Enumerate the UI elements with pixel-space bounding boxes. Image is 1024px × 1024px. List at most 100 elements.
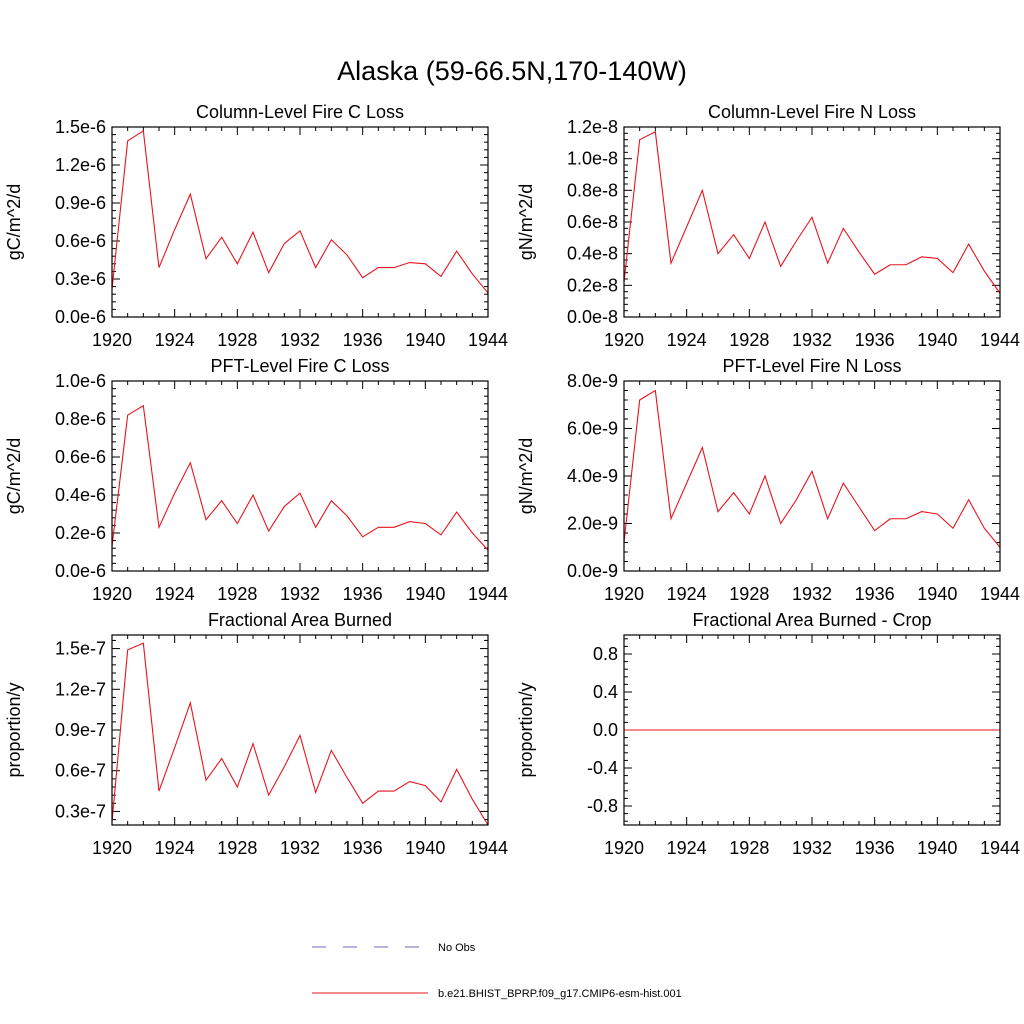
y-axis-label: gC/m^2/d (4, 184, 24, 260)
x-tick-label: 1936 (343, 330, 383, 350)
panel-title: Column-Level Fire N Loss (708, 102, 916, 122)
y-tick-label: 0.0e-6 (55, 307, 106, 327)
y-tick-label: 1.0e-6 (55, 371, 106, 391)
y-tick-label: 0.4 (593, 682, 618, 702)
y-tick-label: 0.6e-8 (567, 212, 618, 232)
panel-title: Fractional Area Burned - Crop (692, 610, 931, 630)
panel-4: PFT-Level Fire N Loss gN/m^2/d 1920 1924 192… (516, 356, 1020, 604)
x-tick-label: 1940 (405, 838, 445, 858)
x-tick-label: 1920 (92, 330, 132, 350)
x-tick-label: 1920 (604, 838, 644, 858)
x-tick-label: 1936 (343, 584, 383, 604)
panel-1: Column-Level Fire C Loss gC/m^2/d 1920 1924… (4, 102, 508, 350)
x-tick-label: 1920 (92, 838, 132, 858)
x-tick-label: 1940 (405, 584, 445, 604)
plot-frame (111, 126, 489, 318)
y-tick-label: 8.0e-9 (567, 371, 618, 391)
y-tick-label: 0.3e-6 (55, 269, 106, 289)
y-tick-label: 0.6e-6 (55, 231, 106, 251)
x-tick-label: 1940 (917, 330, 957, 350)
panel-2: Column-Level Fire N Loss gN/m^2/d 1920 1924… (516, 102, 1020, 350)
y-tick-label: 0.9e-7 (55, 720, 106, 740)
y-tick-label: 0.0 (593, 720, 618, 740)
plot-frame (111, 380, 489, 572)
series-line (112, 129, 488, 294)
y-tick-label: 0.2e-6 (55, 523, 106, 543)
y-tick-label: 0.4e-6 (55, 485, 106, 505)
panel-5: Fractional Area Burned proportion/y 1920 19… (4, 610, 508, 858)
panel-6: Fractional Area Burned - Crop proportion/… (516, 610, 1020, 858)
x-tick-label: 1944 (980, 584, 1020, 604)
plot-frame (623, 634, 1001, 826)
x-tick-label: 1928 (217, 584, 257, 604)
y-tick-label: -0.8 (587, 796, 618, 816)
x-tick-label: 1932 (280, 584, 320, 604)
x-tick-label: 1924 (667, 838, 707, 858)
y-tick-label: 6.0e-9 (567, 419, 618, 439)
y-tick-label: 1.2e-7 (55, 679, 106, 699)
x-tick-label: 1932 (792, 838, 832, 858)
y-tick-label: -0.4 (587, 758, 618, 778)
legend-label: No Obs (438, 942, 476, 954)
x-tick-label: 1932 (280, 838, 320, 858)
x-tick-label: 1936 (855, 584, 895, 604)
series-line (624, 389, 1000, 548)
y-tick-label: 1.5e-6 (55, 117, 106, 137)
x-tick-label: 1924 (667, 330, 707, 350)
y-tick-label: 1.2e-8 (567, 117, 618, 137)
x-tick-label: 1928 (217, 838, 257, 858)
panel-title: PFT-Level Fire N Loss (722, 356, 901, 376)
x-tick-label: 1936 (343, 838, 383, 858)
x-tick-label: 1944 (468, 838, 508, 858)
x-tick-label: 1928 (729, 330, 769, 350)
plot-frame (111, 634, 489, 826)
x-tick-label: 1928 (217, 330, 257, 350)
y-axis-label: proportion/y (4, 682, 24, 777)
x-tick-label: 1940 (917, 584, 957, 604)
x-tick-label: 1944 (980, 330, 1020, 350)
y-tick-label: 0.0e-8 (567, 307, 618, 327)
y-tick-label: 0.2e-8 (567, 275, 618, 295)
x-tick-label: 1932 (280, 330, 320, 350)
x-tick-label: 1920 (92, 584, 132, 604)
y-tick-label: 0.8e-6 (55, 409, 106, 429)
y-tick-label: 0.8e-8 (567, 180, 618, 200)
x-tick-label: 1920 (604, 330, 644, 350)
panel-title: PFT-Level Fire C Loss (210, 356, 389, 376)
y-tick-label: 0.8 (593, 644, 618, 664)
x-tick-label: 1928 (729, 584, 769, 604)
series-line (112, 404, 488, 551)
panel-3: PFT-Level Fire C Loss gC/m^2/d 1920 1924 192… (4, 356, 508, 604)
y-axis-label: gC/m^2/d (4, 438, 24, 514)
figure-title: Alaska (59-66.5N,170-140W) (337, 56, 687, 86)
x-tick-label: 1944 (468, 330, 508, 350)
series-line (112, 642, 488, 825)
x-tick-label: 1928 (729, 838, 769, 858)
y-tick-label: 0.0e-9 (567, 561, 618, 581)
x-tick-label: 1936 (855, 330, 895, 350)
y-tick-label: 0.0e-6 (55, 561, 106, 581)
x-tick-label: 1944 (980, 838, 1020, 858)
x-tick-label: 1924 (155, 584, 195, 604)
y-tick-label: 0.9e-6 (55, 193, 106, 213)
panel-title: Fractional Area Burned (208, 610, 392, 630)
y-tick-label: 4.0e-9 (567, 466, 618, 486)
y-axis-label: gN/m^2/d (516, 184, 536, 260)
x-tick-label: 1924 (667, 584, 707, 604)
y-tick-label: 0.6e-6 (55, 447, 106, 467)
x-tick-label: 1932 (792, 584, 832, 604)
x-tick-label: 1924 (155, 838, 195, 858)
plot-frame (623, 126, 1001, 318)
x-tick-label: 1932 (792, 330, 832, 350)
y-tick-label: 1.0e-8 (567, 149, 618, 169)
y-tick-label: 0.6e-7 (55, 761, 106, 781)
y-axis-label: proportion/y (516, 682, 536, 777)
y-tick-label: 1.2e-6 (55, 155, 106, 175)
y-tick-label: 0.4e-8 (567, 244, 618, 264)
panels: Column-Level Fire C Loss gC/m^2/d 1920 1924… (4, 102, 1020, 858)
plot-frame (623, 380, 1001, 572)
legend: No Obs b.e21.BHIST_BPRP.f09_g17.CMIP6-esm… (312, 942, 682, 1000)
y-tick-label: 0.3e-7 (55, 801, 106, 821)
x-tick-label: 1940 (917, 838, 957, 858)
y-tick-label: 2.0e-9 (567, 514, 618, 534)
